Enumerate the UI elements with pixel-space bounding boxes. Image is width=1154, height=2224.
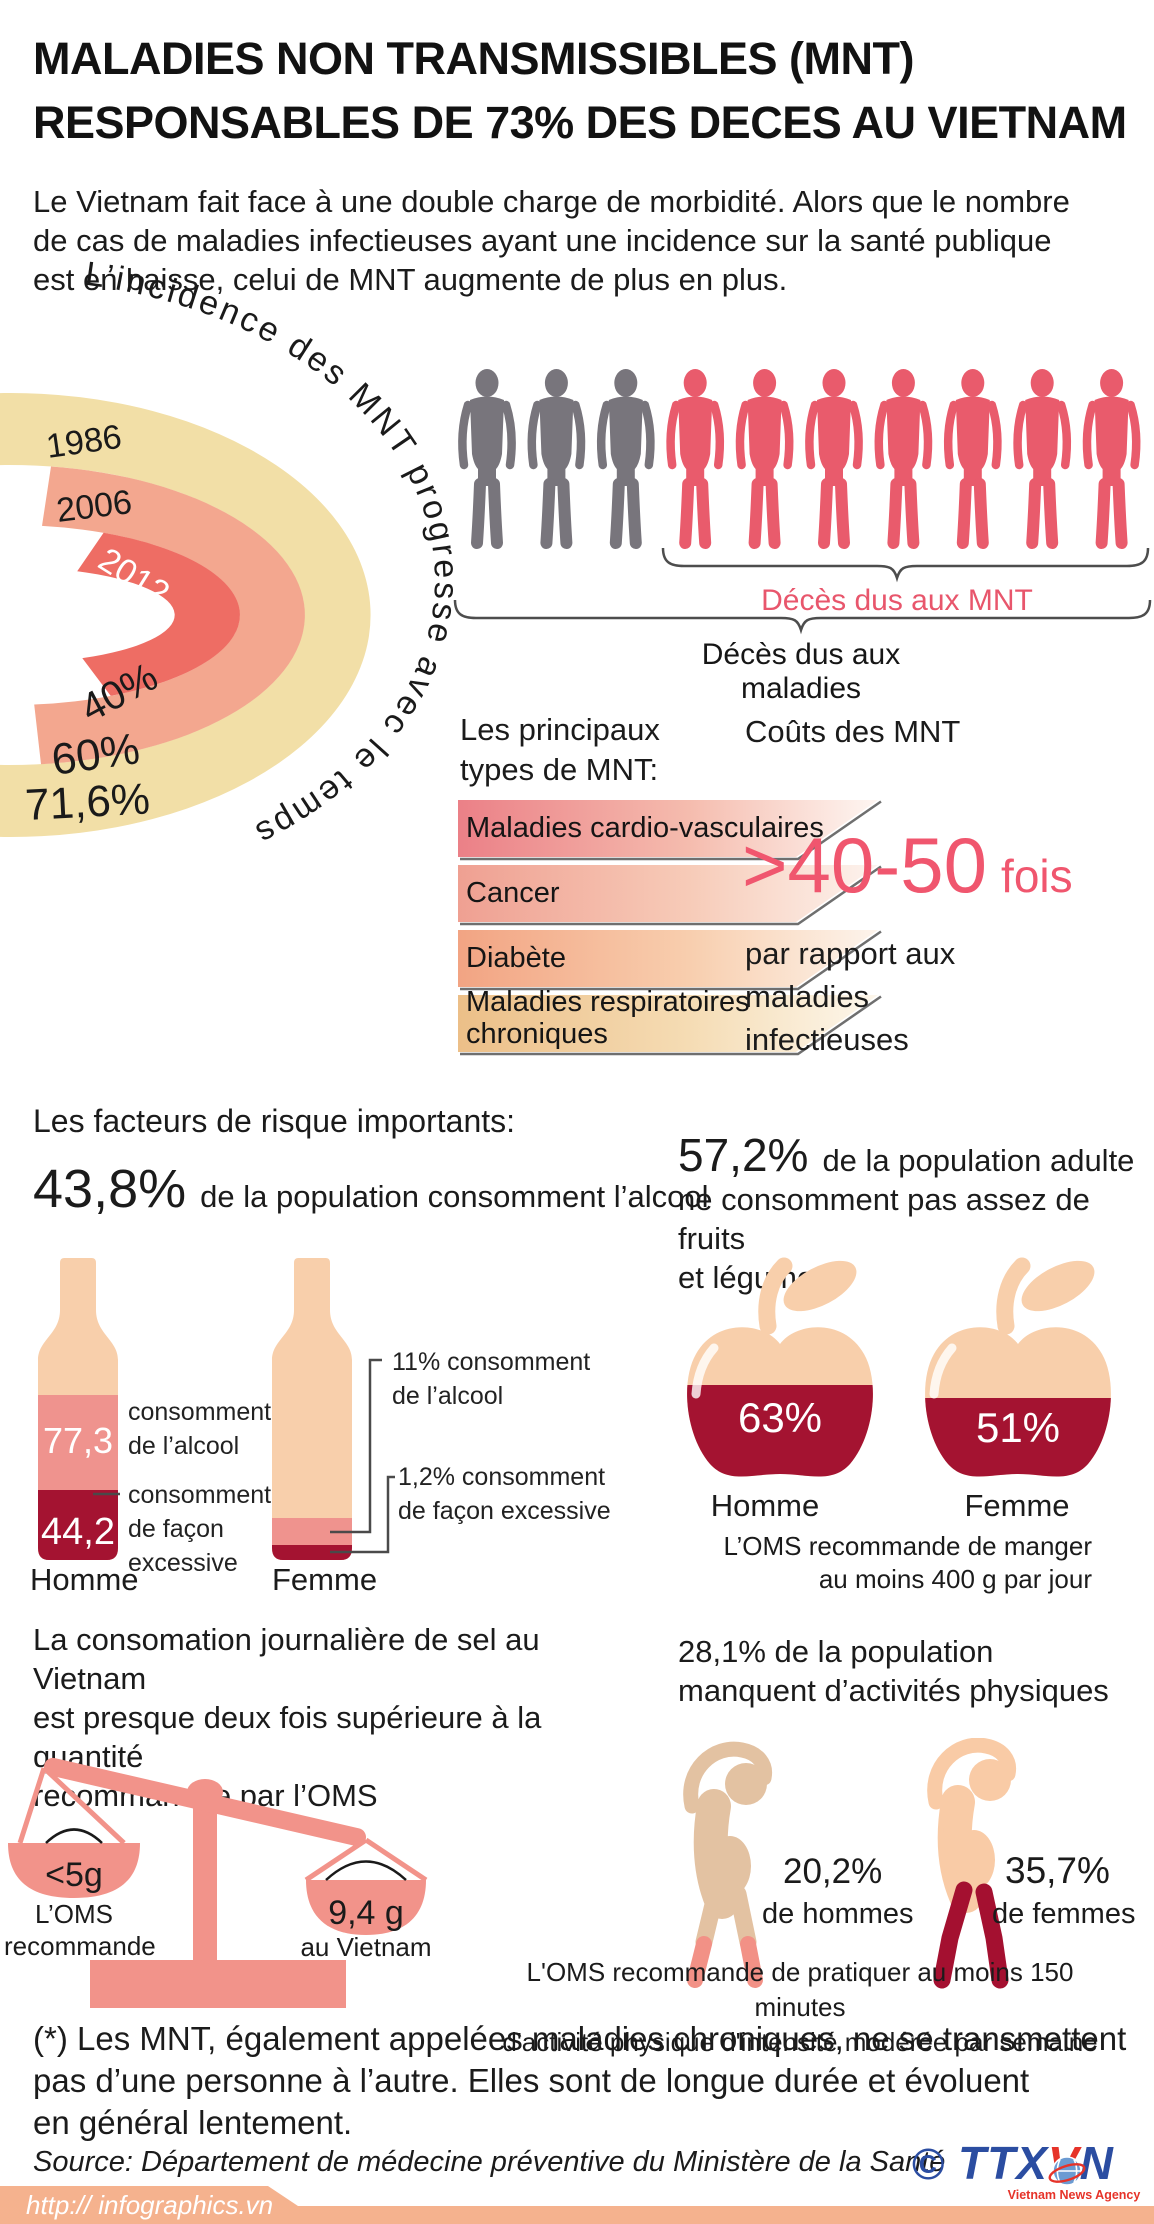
apple-homme-pct: 63% bbox=[738, 1394, 822, 1441]
arc-1986 bbox=[0, 393, 371, 837]
salt-scale-icon: <5g 9,4 g bbox=[8, 1757, 428, 2008]
exercise-woman-icon bbox=[927, 1738, 1017, 1989]
person-icon bbox=[532, 369, 581, 543]
salt-mound-right bbox=[325, 1860, 407, 1881]
activity-men-pct: 20,2% bbox=[783, 1852, 883, 1891]
person-icon bbox=[809, 369, 858, 543]
activity-stat: 28,1% de la population manquent d’activi… bbox=[678, 1634, 1109, 1708]
activity-oms-note: L'OMS recommande de pratiquer au moins 1… bbox=[502, 1957, 1098, 2057]
homme-drink-label: consomment de l’alcool bbox=[128, 1398, 272, 1460]
person-icon bbox=[740, 369, 789, 543]
all-deaths-label: Décès dus aux maladies bbox=[701, 638, 901, 705]
bottle-homme-drink-pct: 77,3 bbox=[43, 1420, 113, 1461]
bottle-homme-icon: 77,3 44,2 bbox=[38, 1258, 118, 1560]
femme-drink-label: 11% consomment de l’alcool bbox=[392, 1348, 591, 1410]
banner-diabete bbox=[458, 930, 882, 991]
fruits-stat: 57,2% bbox=[678, 1129, 809, 1181]
footer-url[interactable]: http:// infographics.vn bbox=[26, 2190, 274, 2220]
fruits-stat-row: 57,2% de la population adulte bbox=[678, 1128, 1134, 1182]
arc-pct-2006: 60% bbox=[49, 724, 143, 785]
salt-right-label: au Vietnam bbox=[300, 1932, 432, 1962]
types-heading: Les principaux types de MNT: bbox=[460, 712, 660, 787]
person-icon bbox=[601, 369, 650, 543]
footnote: (*) Les MNT, également appelées maladies… bbox=[33, 2020, 1127, 2141]
arc-pct-1986: 71,6% bbox=[24, 775, 151, 830]
types-banners bbox=[458, 800, 882, 1056]
arc-2006 bbox=[34, 466, 305, 765]
salt-left-label: L’OMS recommande bbox=[4, 1899, 156, 1961]
costs-unit: fois bbox=[1001, 850, 1073, 902]
mnt-deaths-label: Décès dus aux MNT bbox=[761, 584, 1033, 617]
type-item-respiratoire: Maladies respiratoires chroniques bbox=[466, 986, 750, 1050]
person-icon bbox=[1018, 369, 1067, 543]
person-icon bbox=[1087, 369, 1136, 543]
callout-line-femme-drink bbox=[330, 1358, 382, 1534]
arc-2012 bbox=[77, 532, 240, 696]
femme-excess-label: 1,2% consomment de façon excessive bbox=[398, 1463, 611, 1525]
banner-respiratoire bbox=[458, 995, 882, 1056]
alcohol-stat-row: 43,8% de la population consomment l’alco… bbox=[33, 1158, 709, 1220]
costs-big-number: >40-50 bbox=[742, 821, 988, 909]
ttxvn-logo: TTXVN bbox=[958, 2136, 1114, 2190]
intro-paragraph: Le Vietnam fait face à une double charge… bbox=[33, 184, 1070, 297]
alcohol-bottles: 77,3 44,2 bbox=[38, 1258, 395, 1560]
source-line: Source: Département de médecine préventi… bbox=[33, 2146, 946, 2178]
activity-women-label: de femmes bbox=[992, 1898, 1136, 1930]
agency-label: Vietnam News Agency bbox=[1007, 2188, 1141, 2202]
type-item-diabete: Diabète bbox=[466, 942, 566, 974]
banner-cardio bbox=[458, 800, 882, 861]
exercise-man-icon bbox=[683, 1741, 773, 1988]
globe-icon bbox=[1048, 2156, 1086, 2186]
copyright-mark: © bbox=[912, 2140, 945, 2189]
alcohol-stat: 43,8% bbox=[33, 1159, 187, 1219]
fruits-oms-note: L’OMS recommande de manger au moins 400 … bbox=[723, 1531, 1092, 1594]
arc-year-2006: 2006 bbox=[54, 483, 134, 530]
brace-all bbox=[453, 599, 1152, 635]
salt-left-value: <5g bbox=[45, 1856, 103, 1894]
apple-femme-icon: 51% bbox=[925, 1257, 1111, 1477]
person-icon bbox=[671, 369, 720, 543]
type-item-cardio: Maladies cardio-vasculaires bbox=[466, 812, 824, 844]
banner-cancer bbox=[458, 865, 882, 926]
activity-men-label: de hommes bbox=[762, 1898, 914, 1930]
page-title-line2: RESPONSABLES DE 73% DES DECES AU VIETNAM bbox=[33, 97, 1127, 148]
person-icon bbox=[462, 369, 511, 543]
type-item-cancer: Cancer bbox=[466, 877, 560, 909]
activity-women-pct: 35,7% bbox=[1005, 1850, 1110, 1891]
costs-caption: par rapport aux maladies infectieuses bbox=[745, 936, 956, 1057]
salt-mound-left bbox=[45, 1828, 103, 1844]
bottle-femme-icon bbox=[272, 1258, 352, 1560]
fruits-stat-caption: de la population adulte bbox=[822, 1143, 1135, 1178]
salt-right-value: 9,4 g bbox=[328, 1894, 404, 1932]
deaths-pictogram bbox=[453, 360, 1152, 635]
person-icon bbox=[948, 369, 997, 543]
ttxvn-logo-n: N bbox=[1079, 2137, 1114, 2189]
costs-value-row: >40-50 fois bbox=[742, 826, 1073, 904]
apple-femme-label: Femme bbox=[964, 1488, 1070, 1523]
ttxvn-logo-ttx: TTX bbox=[958, 2137, 1048, 2189]
apple-homme-label: Homme bbox=[710, 1488, 820, 1523]
alcohol-stat-caption: de la population consomment l’alcool bbox=[200, 1179, 709, 1214]
bottle-femme-label: Femme bbox=[272, 1562, 378, 1597]
bottle-homme-excess-pct: 44,2 bbox=[41, 1511, 115, 1553]
page-title-line1: MALADIES NON TRANSMISSIBLES (MNT) bbox=[33, 33, 914, 84]
risk-heading: Les facteurs de risque importants: bbox=[33, 1103, 516, 1139]
person-icon bbox=[879, 369, 928, 543]
callout-line-femme-excess bbox=[330, 1475, 395, 1554]
salt-heading: La consomation journalière de sel au Vie… bbox=[33, 1622, 542, 1813]
apple-femme-pct: 51% bbox=[976, 1404, 1060, 1451]
apple-homme-icon: 63% bbox=[687, 1257, 873, 1477]
activity-figures bbox=[683, 1738, 1017, 1989]
homme-excess-label: consomment de façon excessive bbox=[128, 1481, 272, 1577]
bottle-homme-label: Homme bbox=[30, 1562, 139, 1597]
incidence-arc-chart: L’incidence des MNT progresse avec le te… bbox=[0, 255, 462, 854]
costs-heading: Coûts des MNT bbox=[745, 714, 961, 749]
fruits-apples: 63% 51% bbox=[687, 1257, 1111, 1477]
brace-mnt bbox=[661, 547, 1150, 583]
